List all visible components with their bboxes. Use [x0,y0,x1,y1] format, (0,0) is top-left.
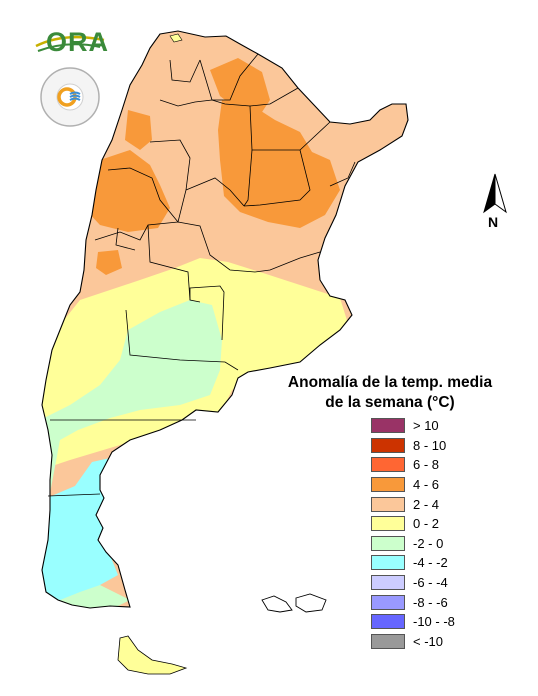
legend-item: -4 - -2 [371,553,455,573]
legend-item: < -10 [371,632,455,652]
anomaly-zone-4-6-cuyo [96,250,122,275]
north-arrow-icon [483,173,507,214]
legend-swatch [371,457,405,473]
anomaly-zone-minus2-0-patagonia-north [42,300,222,608]
smn-logo-icon [40,67,100,127]
province-borders [47,53,356,497]
legend-item: -8 - -6 [371,592,455,612]
legend-title-line1: Anomalía de la temp. media [287,374,493,391]
legend-label: 0 - 2 [413,516,440,532]
islas-malvinas [261,593,327,613]
legend-label: -4 - -2 [413,555,448,571]
legend-swatch [371,535,405,551]
legend: > 10 8 - 10 6 - 8 4 - 6 2 - 4 0 - 2 -2 - 0 -4 -… [371,416,455,651]
legend-label: -2 - 0 [413,535,444,551]
tierra-del-fuego [117,635,188,675]
legend-label: 6 - 8 [413,457,440,473]
island-small [169,33,183,43]
legend-item: -2 - 0 [371,534,455,554]
legend-item: 0 - 2 [371,514,455,534]
legend-swatch [371,594,405,610]
legend-label: 4 - 6 [413,477,440,493]
legend-swatch [371,614,405,630]
legend-label: 8 - 10 [413,437,447,453]
anomaly-zone-4-6-northwest [125,110,152,150]
legend-item: -10 - -8 [371,612,455,632]
legend-label: 2 - 4 [413,496,440,512]
legend-swatch [371,418,405,434]
north-label: N [488,214,499,230]
legend-title-line2: de la semana (°C) [325,394,455,411]
legend-label: -10 - -8 [413,614,455,630]
legend-swatch [371,496,405,512]
ora-logo-text: ORA [46,27,109,57]
legend-item: 2 - 4 [371,494,455,514]
legend-item: > 10 [371,416,455,436]
anomaly-zone-4-6-northeast [210,58,270,118]
legend-item: -6 - -4 [371,573,455,593]
legend-item: 4 - 6 [371,475,455,495]
legend-label: < -10 [413,633,443,649]
legend-item: 6 - 8 [371,455,455,475]
legend-label: -8 - -6 [413,594,448,610]
anomaly-zone-4-6-west [86,150,170,232]
legend-label: -6 - -4 [413,575,448,591]
legend-title: Anomalía de la temp. media de la semana … [286,373,494,413]
ora-logo-icon [35,35,105,52]
legend-swatch [371,477,405,493]
legend-swatch [371,516,405,532]
legend-swatch [371,575,405,591]
legend-swatch [371,555,405,571]
legend-item: 8 - 10 [371,436,455,456]
legend-swatch [371,633,405,649]
legend-swatch [371,437,405,453]
legend-label: > 10 [413,418,439,434]
